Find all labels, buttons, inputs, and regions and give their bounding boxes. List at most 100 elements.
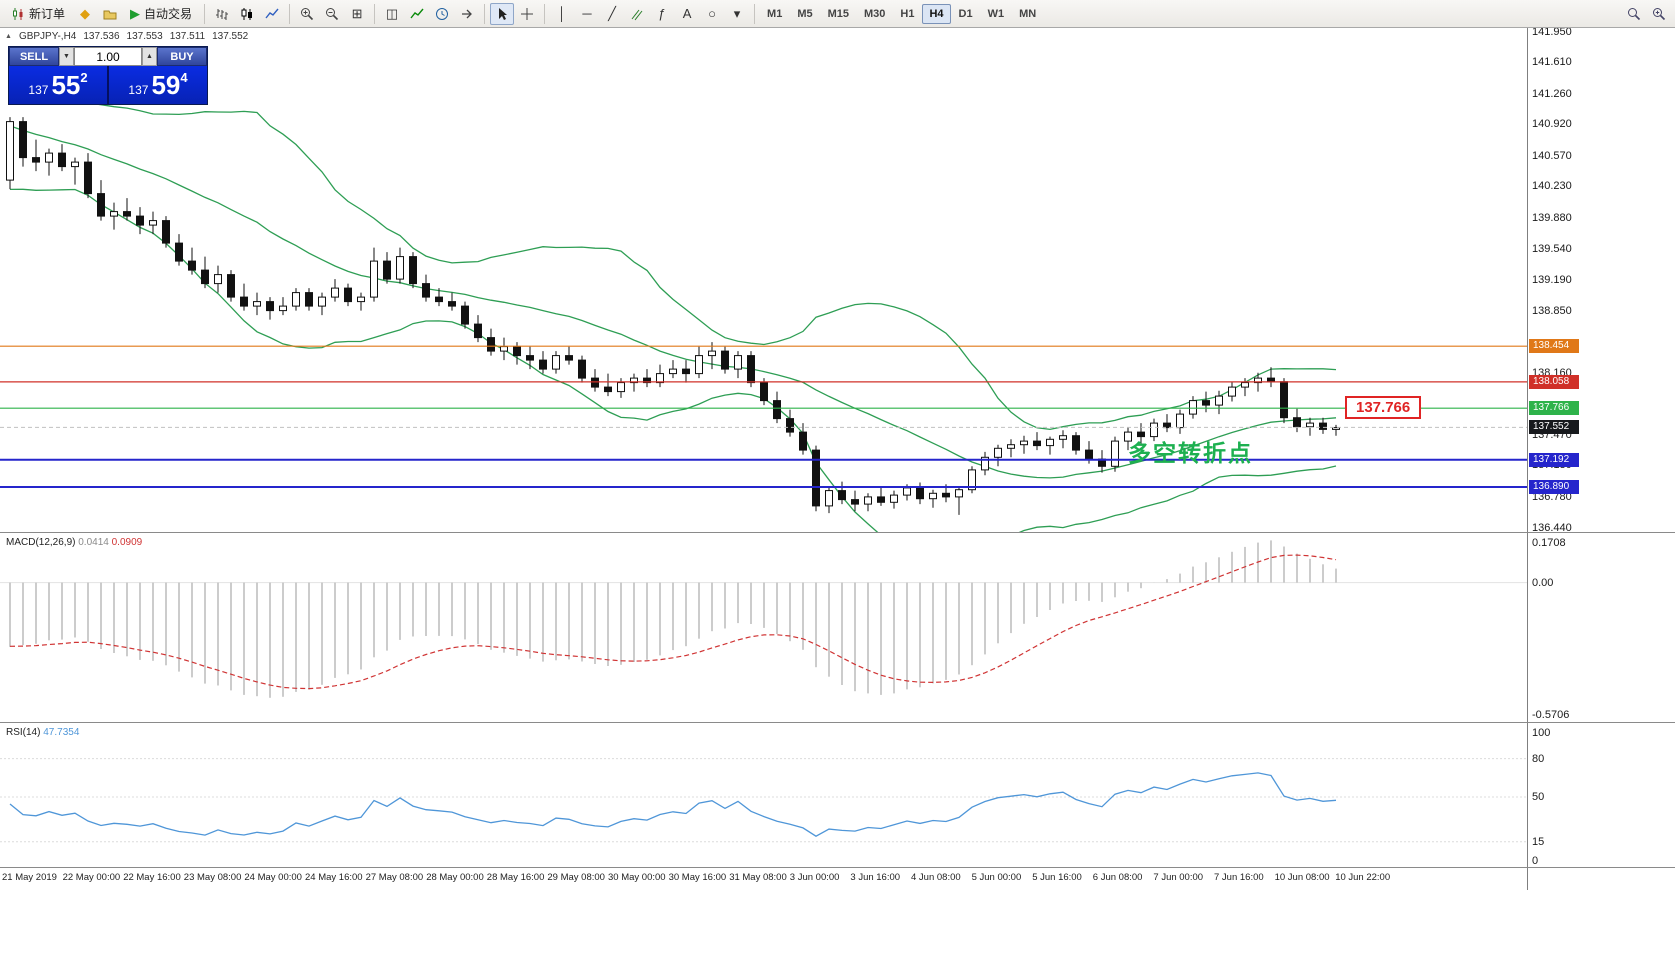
autotrading-button[interactable]: ▶ 自动交易 xyxy=(123,3,199,25)
timeframe-m30-button[interactable]: M30 xyxy=(857,4,892,24)
collapse-panel-icon[interactable]: ▲ xyxy=(5,33,12,40)
timeframe-m1-button[interactable]: M1 xyxy=(760,4,789,24)
crosshair-tool-button[interactable] xyxy=(515,3,539,25)
ohlc-low: 137.511 xyxy=(169,31,206,42)
timeframe-w1-button[interactable]: W1 xyxy=(981,4,1012,24)
timeframe-mn-button[interactable]: MN xyxy=(1012,4,1043,24)
chart-ohlc-header: ▲ GBPJPY-,H4 137.536 137.553 137.511 137… xyxy=(5,31,248,42)
timeframe-m15-button[interactable]: M15 xyxy=(821,4,856,24)
candle-body xyxy=(1033,440,1041,447)
buy-price-big: 59 xyxy=(151,70,181,100)
channel-tool-button[interactable] xyxy=(625,3,649,25)
turning-point-annotation[interactable]: 多空转折点 xyxy=(1128,440,1253,466)
volume-increase-button[interactable]: ▲ xyxy=(142,47,157,66)
candle-body xyxy=(253,301,261,307)
macd-pane[interactable]: 0.1708 0.00 -0.5706 MACD(12,26,9) 0.0414 0… xyxy=(0,533,1675,722)
candle-body xyxy=(734,355,742,370)
horizontal-line-tool-button[interactable]: ─ xyxy=(575,3,599,25)
macd-axis: 0.1708 0.00 -0.5706 xyxy=(1527,533,1675,722)
macd-signal-value: 0.0909 xyxy=(111,537,143,548)
candle-body xyxy=(942,492,950,498)
candle-body xyxy=(1202,400,1210,406)
time-label: 4 Jun 08:00 xyxy=(911,872,961,883)
price-label-annotation[interactable]: 137.766 xyxy=(1345,396,1422,419)
timeframe-h4-button[interactable]: H4 xyxy=(922,3,951,24)
period-button[interactable] xyxy=(430,3,454,25)
buy-price-display[interactable]: 137 59 4 xyxy=(109,66,207,104)
indicators-button[interactable] xyxy=(405,3,429,25)
time-label: 21 May 2019 xyxy=(2,872,57,883)
candle-body xyxy=(851,499,859,505)
candle-body xyxy=(1085,449,1093,460)
time-axis[interactable]: 21 May 2019 22 May 00:00 22 May 16:00 23 Ma… xyxy=(0,868,1675,890)
sell-button[interactable]: SELL xyxy=(9,47,59,66)
candle-body xyxy=(1124,431,1132,442)
chart-shift-button[interactable] xyxy=(455,3,479,25)
buy-button[interactable]: BUY xyxy=(157,47,207,66)
crosshair-icon xyxy=(521,7,534,20)
tile-windows-button[interactable]: ◫ xyxy=(380,3,404,25)
zoom-search-button[interactable] xyxy=(1647,3,1671,25)
trendline-tool-button[interactable]: ╱ xyxy=(600,3,624,25)
profiles-button[interactable] xyxy=(98,3,122,25)
macd-tick: 0.1708 xyxy=(1532,537,1566,549)
candle-body xyxy=(968,469,976,491)
zoom-in-button[interactable] xyxy=(295,3,319,25)
fibonacci-tool-button[interactable]: ƒ xyxy=(650,3,674,25)
macd-name: MACD(12,26,9) xyxy=(6,537,76,548)
volume-input[interactable] xyxy=(74,47,142,66)
timeframe-h1-button[interactable]: H1 xyxy=(893,4,921,24)
candle-body xyxy=(1150,422,1158,438)
candle-body xyxy=(552,355,560,370)
candlestick-chart-button[interactable] xyxy=(235,3,259,25)
macd-main-value: 0.0414 xyxy=(78,537,109,548)
timeframe-d1-button[interactable]: D1 xyxy=(952,4,980,24)
volume-decrease-button[interactable]: ▼ xyxy=(59,47,74,66)
candle-body xyxy=(604,386,612,393)
candle-body xyxy=(240,296,248,307)
macd-canvas[interactable] xyxy=(0,533,1527,722)
price-axis[interactable]: 141.950 141.610 141.260 140.920 140.570 140.2… xyxy=(1527,28,1675,532)
new-chart-button[interactable]: ◆ xyxy=(73,3,97,25)
rsi-name: RSI(14) xyxy=(6,727,41,738)
buy-price-pip: 4 xyxy=(180,69,188,85)
candle-body xyxy=(539,359,547,370)
pane-separator[interactable] xyxy=(0,867,1675,868)
pane-separator[interactable] xyxy=(0,722,1675,723)
arrows-tool-button[interactable]: ▾ xyxy=(725,3,749,25)
candle-body xyxy=(630,377,638,384)
rsi-tick: 0 xyxy=(1532,855,1539,867)
shapes-tool-button[interactable]: ○ xyxy=(700,3,724,25)
candle-body xyxy=(747,355,755,384)
price-chart-pane[interactable]: 141.950 141.610 141.260 140.920 140.570 140.2… xyxy=(0,28,1675,532)
indicators-icon xyxy=(410,8,424,18)
text-tool-button[interactable]: A xyxy=(675,3,699,25)
pane-separator[interactable] xyxy=(0,532,1675,533)
timeframe-m5-button[interactable]: M5 xyxy=(790,4,819,24)
grid-icon: ⊞ xyxy=(351,6,363,21)
zoom-out-button[interactable] xyxy=(320,3,344,25)
price-tag: 137.766 xyxy=(1529,401,1579,416)
toolbar-separator xyxy=(204,3,206,24)
candle-body xyxy=(97,193,105,217)
toolbar-separator xyxy=(374,3,376,24)
new-order-button[interactable]: 新订单 xyxy=(4,3,72,25)
vertical-line-tool-button[interactable]: │ xyxy=(550,3,574,25)
magnifier-plus-icon xyxy=(1653,7,1666,20)
time-label: 6 Jun 08:00 xyxy=(1092,872,1143,883)
sell-price-prefix: 137 xyxy=(28,83,49,97)
candle-body xyxy=(1332,427,1340,430)
candle-body xyxy=(1189,400,1197,415)
sell-price-display[interactable]: 137 55 2 xyxy=(9,66,107,104)
line-chart-button[interactable] xyxy=(260,3,284,25)
price-chart-canvas[interactable] xyxy=(0,28,1527,532)
search-button[interactable] xyxy=(1622,3,1646,25)
bar-chart-button[interactable] xyxy=(210,3,234,25)
cursor-tool-button[interactable] xyxy=(490,2,515,25)
candle-body xyxy=(682,368,690,375)
toolbar-separator xyxy=(544,3,546,24)
rsi-canvas[interactable] xyxy=(0,723,1527,867)
rsi-pane[interactable]: 100 80 50 15 0 RSI(14) 47.7354 xyxy=(0,723,1675,867)
candle-body xyxy=(955,489,963,498)
grid-button[interactable]: ⊞ xyxy=(345,3,369,25)
